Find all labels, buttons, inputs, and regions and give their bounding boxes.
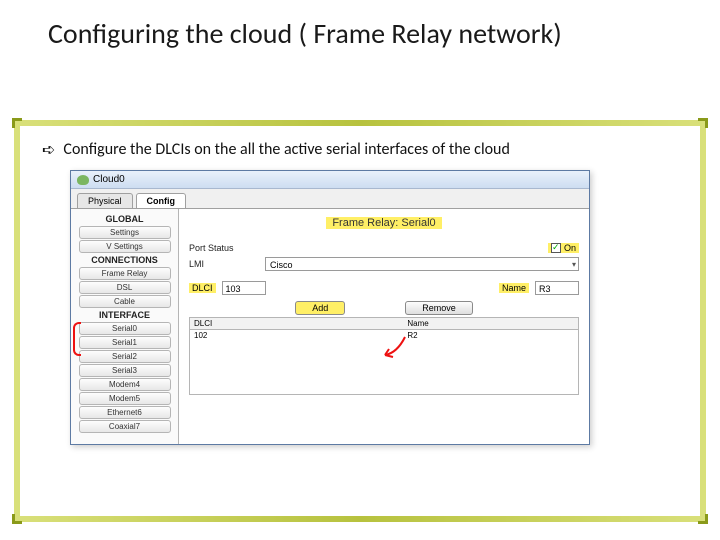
sidebar-item-serial3[interactable]: Serial3 bbox=[79, 364, 171, 377]
table-cell-dlci: 102 bbox=[190, 330, 403, 341]
frame-corner-icon bbox=[698, 514, 708, 524]
port-status-label: Port Status bbox=[189, 243, 234, 253]
name-input[interactable]: R3 bbox=[535, 281, 579, 295]
cloud-icon bbox=[77, 175, 89, 185]
sidebar-item-cable[interactable]: Cable bbox=[79, 295, 171, 308]
frame-corner-icon bbox=[12, 118, 22, 128]
sidebar-item-vsettings[interactable]: V Settings bbox=[79, 240, 171, 253]
sidebar-header-connections: CONNECTIONS bbox=[75, 254, 174, 266]
window-titlebar: Cloud0 bbox=[71, 171, 589, 189]
dlci-input[interactable]: 103 bbox=[222, 281, 266, 295]
bullet-text: Configure the DLCIs on the all the activ… bbox=[63, 140, 509, 160]
sidebar-item-settings[interactable]: Settings bbox=[79, 226, 171, 239]
table-header-dlci: DLCI bbox=[190, 318, 403, 329]
sidebar-header-interface: INTERFACE bbox=[75, 309, 174, 321]
sidebar-header-global: GLOBAL bbox=[75, 213, 174, 225]
annotation-arrow-icon bbox=[379, 335, 409, 361]
slide-frame: ➪ Configure the DLCIs on the all the act… bbox=[14, 120, 706, 522]
sidebar: GLOBAL Settings V Settings CONNECTIONS F… bbox=[71, 209, 179, 444]
bullet-arrow-icon: ➪ bbox=[42, 140, 55, 160]
sidebar-item-framerelay[interactable]: Frame Relay bbox=[79, 267, 171, 280]
lmi-select[interactable]: Cisco bbox=[265, 257, 579, 271]
tab-physical[interactable]: Physical bbox=[77, 193, 133, 208]
frame-corner-icon bbox=[12, 514, 22, 524]
port-status-checkbox[interactable] bbox=[551, 243, 561, 253]
tab-config[interactable]: Config bbox=[136, 193, 187, 208]
name-label: Name bbox=[499, 283, 529, 293]
sidebar-item-serial0[interactable]: Serial0 bbox=[79, 322, 171, 335]
dlci-label: DLCI bbox=[189, 283, 216, 293]
window-title: Cloud0 bbox=[93, 174, 125, 185]
sidebar-item-modem4[interactable]: Modem4 bbox=[79, 378, 171, 391]
table-cell-name: R2 bbox=[403, 330, 578, 341]
sidebar-item-coaxial7[interactable]: Coaxial7 bbox=[79, 420, 171, 433]
app-window: Cloud0 Physical Config GLOBAL Settings V… bbox=[70, 170, 590, 445]
frame-corner-icon bbox=[698, 118, 708, 128]
slide-title: Configuring the cloud ( Frame Relay netw… bbox=[48, 18, 562, 50]
add-button[interactable]: Add bbox=[295, 301, 345, 315]
sidebar-item-serial2[interactable]: Serial2 bbox=[79, 350, 171, 363]
sidebar-item-modem5[interactable]: Modem5 bbox=[79, 392, 171, 405]
bullet-row: ➪ Configure the DLCIs on the all the act… bbox=[42, 140, 678, 160]
on-label: On bbox=[564, 243, 576, 253]
table-header-name: Name bbox=[403, 318, 578, 329]
panel-title: Frame Relay: Serial0 bbox=[326, 217, 441, 229]
remove-button[interactable]: Remove bbox=[405, 301, 473, 315]
config-panel: Frame Relay: Serial0 Port Status On LMI … bbox=[179, 209, 589, 444]
sidebar-item-dsl[interactable]: DSL bbox=[79, 281, 171, 294]
tab-strip: Physical Config bbox=[71, 189, 589, 208]
sidebar-item-serial1[interactable]: Serial1 bbox=[79, 336, 171, 349]
sidebar-item-ethernet6[interactable]: Ethernet6 bbox=[79, 406, 171, 419]
lmi-label: LMI bbox=[189, 259, 259, 269]
